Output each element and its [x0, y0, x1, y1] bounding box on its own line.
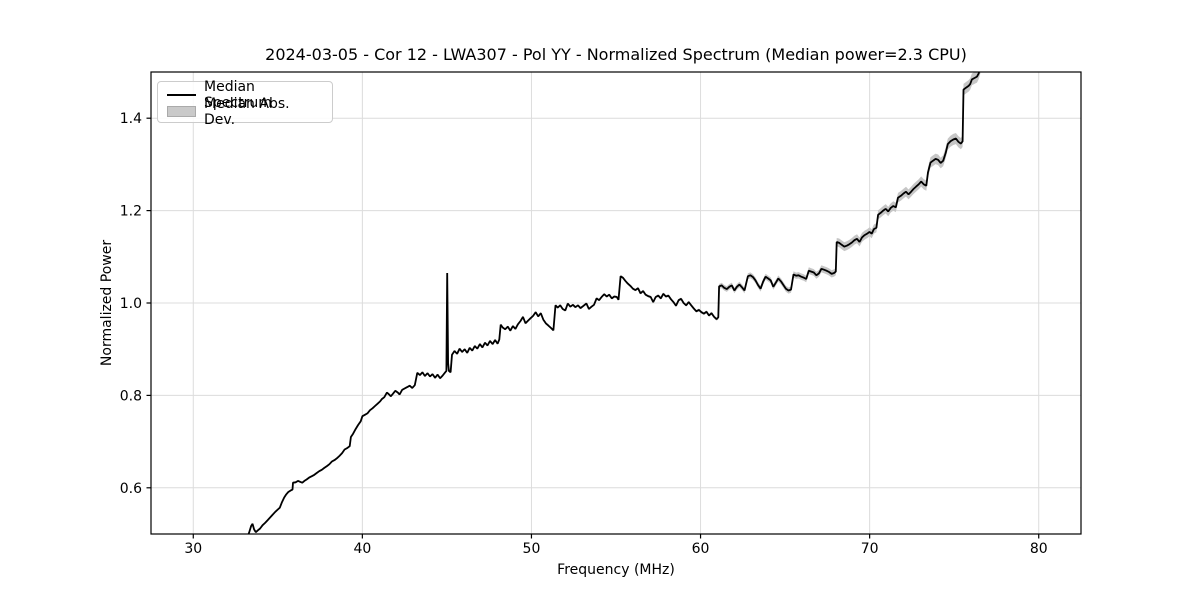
axis-ticks: [146, 117, 1040, 539]
legend-label-median-abs-dev: Median Abs. Dev.: [204, 95, 290, 128]
legend-label-median-spectrum: Median Spectrum: [204, 78, 272, 111]
mad-band: [248, 72, 981, 534]
x-tick-labels: 30 40 50 60 70 80: [184, 541, 1047, 557]
legend-band-swatch: [167, 106, 196, 117]
x-tick-label: 80: [1030, 541, 1048, 557]
x-tick-label: 60: [692, 541, 710, 557]
y-tick-label: 0.8: [120, 388, 142, 404]
x-tick-label: 50: [523, 541, 541, 557]
y-tick-label: 1.0: [120, 296, 142, 312]
y-tick-label: 1.4: [120, 111, 142, 127]
x-tick-label: 30: [184, 541, 202, 557]
legend-item-median-abs-dev: Median Abs. Dev.: [167, 96, 323, 128]
y-axis-label: Normalized Power: [99, 239, 115, 367]
legend-item-median-spectrum: Median Spectrum: [167, 79, 323, 111]
x-tick-label: 70: [861, 541, 879, 557]
x-tick-label: 40: [353, 541, 371, 557]
legend: Median Spectrum Median Abs. Dev.: [157, 79, 333, 128]
y-tick-labels: 0.6 0.8 1.0 1.2 1.4: [120, 111, 142, 497]
gridlines: [151, 72, 1081, 534]
chart-title: 2024-03-05 - Cor 12 - LWA307 - Pol YY - …: [265, 45, 967, 64]
median-spectrum-line: [247, 72, 981, 534]
x-axis-label: Frequency (MHz): [557, 562, 675, 578]
y-tick-label: 1.2: [120, 204, 142, 220]
y-tick-label: 0.6: [120, 481, 142, 497]
legend-line-swatch: [167, 93, 196, 96]
